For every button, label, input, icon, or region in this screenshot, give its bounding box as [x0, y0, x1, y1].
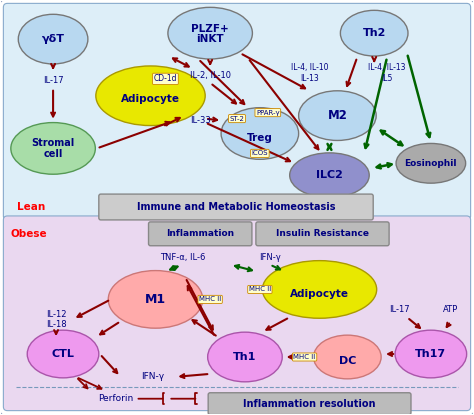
Text: MHC II: MHC II [293, 354, 316, 360]
FancyBboxPatch shape [99, 194, 373, 220]
Text: IL-17: IL-17 [43, 76, 64, 85]
Ellipse shape [396, 144, 465, 183]
Text: PLZF+: PLZF+ [191, 24, 229, 34]
Text: IL-33: IL-33 [190, 116, 210, 125]
Text: IL-4, IL-13
IL5: IL-4, IL-13 IL5 [368, 63, 406, 83]
Ellipse shape [96, 66, 205, 126]
Text: Obese: Obese [11, 229, 47, 239]
FancyBboxPatch shape [3, 3, 471, 220]
Text: Perforin: Perforin [98, 394, 133, 403]
Text: Adipocyte: Adipocyte [121, 94, 180, 104]
Ellipse shape [27, 330, 99, 378]
Text: PPAR-γ: PPAR-γ [256, 110, 280, 116]
Text: ILC2: ILC2 [316, 170, 343, 180]
FancyBboxPatch shape [256, 222, 389, 246]
Text: Inflammation: Inflammation [166, 229, 234, 238]
Text: CTL: CTL [52, 349, 74, 359]
Text: MHC II: MHC II [199, 296, 221, 303]
Text: IL-4, IL-10
IL-13: IL-4, IL-10 IL-13 [291, 63, 328, 83]
Ellipse shape [290, 153, 369, 198]
Text: IFN-γ: IFN-γ [141, 372, 164, 381]
Text: DC: DC [338, 356, 356, 366]
Text: IFN-γ: IFN-γ [259, 253, 281, 262]
Text: Adipocyte: Adipocyte [290, 289, 349, 299]
Text: Stromal
cell: Stromal cell [31, 138, 75, 159]
Ellipse shape [221, 107, 299, 159]
Ellipse shape [299, 91, 376, 140]
FancyBboxPatch shape [148, 222, 252, 246]
Text: Th1: Th1 [233, 352, 256, 362]
Ellipse shape [340, 10, 408, 56]
Text: TNF-α, IL-6: TNF-α, IL-6 [160, 253, 205, 262]
Text: ICOS: ICOS [252, 150, 268, 156]
Text: Th17: Th17 [415, 349, 447, 359]
Ellipse shape [313, 335, 381, 379]
Text: ATP: ATP [443, 305, 458, 314]
Ellipse shape [208, 332, 282, 382]
Text: CD-1d: CD-1d [154, 74, 177, 83]
Text: Lean: Lean [17, 202, 46, 212]
Text: Inflammation resolution: Inflammation resolution [243, 399, 376, 409]
Text: γδT: γδT [42, 34, 64, 44]
Text: IL-12
IL-18: IL-12 IL-18 [46, 310, 66, 329]
Text: MHC II: MHC II [249, 286, 271, 293]
Text: ST-2: ST-2 [229, 116, 245, 122]
Ellipse shape [168, 7, 253, 59]
Text: IL-2, IL-10: IL-2, IL-10 [190, 71, 231, 81]
Text: Immune and Metabolic Homeostasis: Immune and Metabolic Homeostasis [137, 202, 335, 212]
Text: M1: M1 [145, 293, 166, 306]
Ellipse shape [262, 261, 377, 318]
FancyBboxPatch shape [3, 216, 471, 410]
Text: Eosinophil: Eosinophil [405, 159, 457, 168]
Ellipse shape [18, 14, 88, 64]
Ellipse shape [395, 330, 466, 378]
FancyBboxPatch shape [208, 393, 411, 415]
Text: Insulin Resistance: Insulin Resistance [276, 229, 369, 238]
Ellipse shape [108, 271, 203, 328]
Text: iNKT: iNKT [196, 34, 224, 44]
Text: M2: M2 [328, 109, 347, 122]
Text: Treg: Treg [247, 134, 273, 144]
Ellipse shape [11, 122, 95, 174]
Text: Th2: Th2 [363, 28, 386, 38]
Text: IL-17: IL-17 [389, 305, 410, 314]
